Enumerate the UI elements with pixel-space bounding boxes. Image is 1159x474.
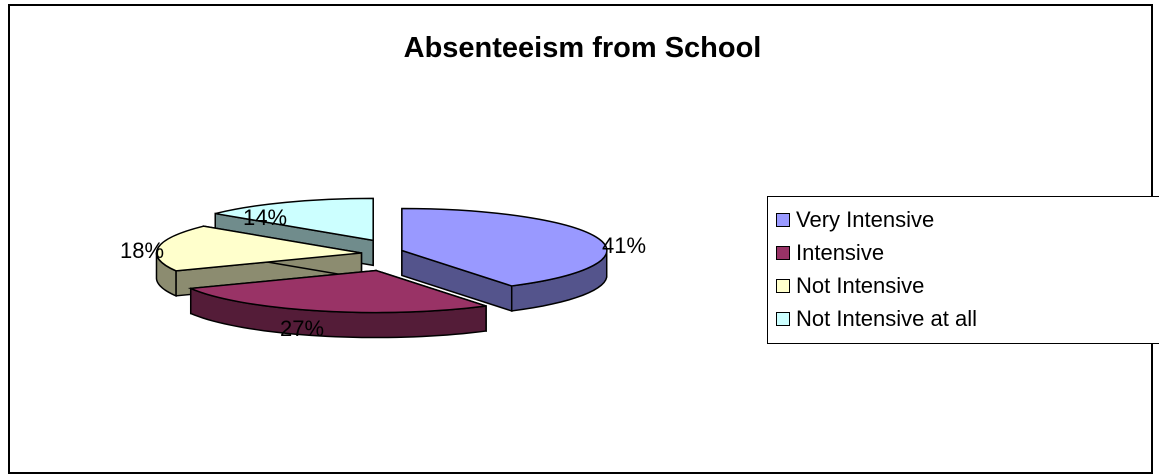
chart-area: Absenteeism from School 41% 27% 18% 14% Ver… [8, 4, 1159, 474]
legend-item-intensive: Intensive [776, 238, 884, 268]
legend-label: Intensive [796, 240, 885, 265]
pie-slice-intensive [187, 269, 487, 339]
legend: Very Intensive Intensive Not Intensive Not … [767, 196, 1159, 344]
legend-label: Very Intensive [796, 207, 935, 232]
legend-item-very-intensive: Very Intensive [776, 205, 934, 235]
data-label-intensive: 27% [280, 316, 324, 341]
data-label-not-intensive: 18% [120, 238, 164, 263]
legend-swatch [776, 246, 790, 260]
pie-slice-very-intensive [401, 207, 608, 312]
chart-title: Absenteeism from School [403, 32, 762, 64]
legend-label: Not Intensive at all [796, 306, 977, 331]
legend-swatch [776, 213, 790, 227]
data-label-very-intensive: 41% [602, 233, 646, 258]
legend-label: Not Intensive [796, 273, 925, 298]
legend-swatch [776, 279, 790, 293]
data-label-not-intensive-at-all: 14% [243, 205, 287, 230]
legend-item-not-intensive: Not Intensive [776, 271, 924, 301]
pie-chart: 41% 27% 18% 14% [120, 197, 646, 341]
legend-item-not-intensive-at-all: Not Intensive at all [776, 304, 977, 334]
legend-swatch [776, 312, 790, 326]
